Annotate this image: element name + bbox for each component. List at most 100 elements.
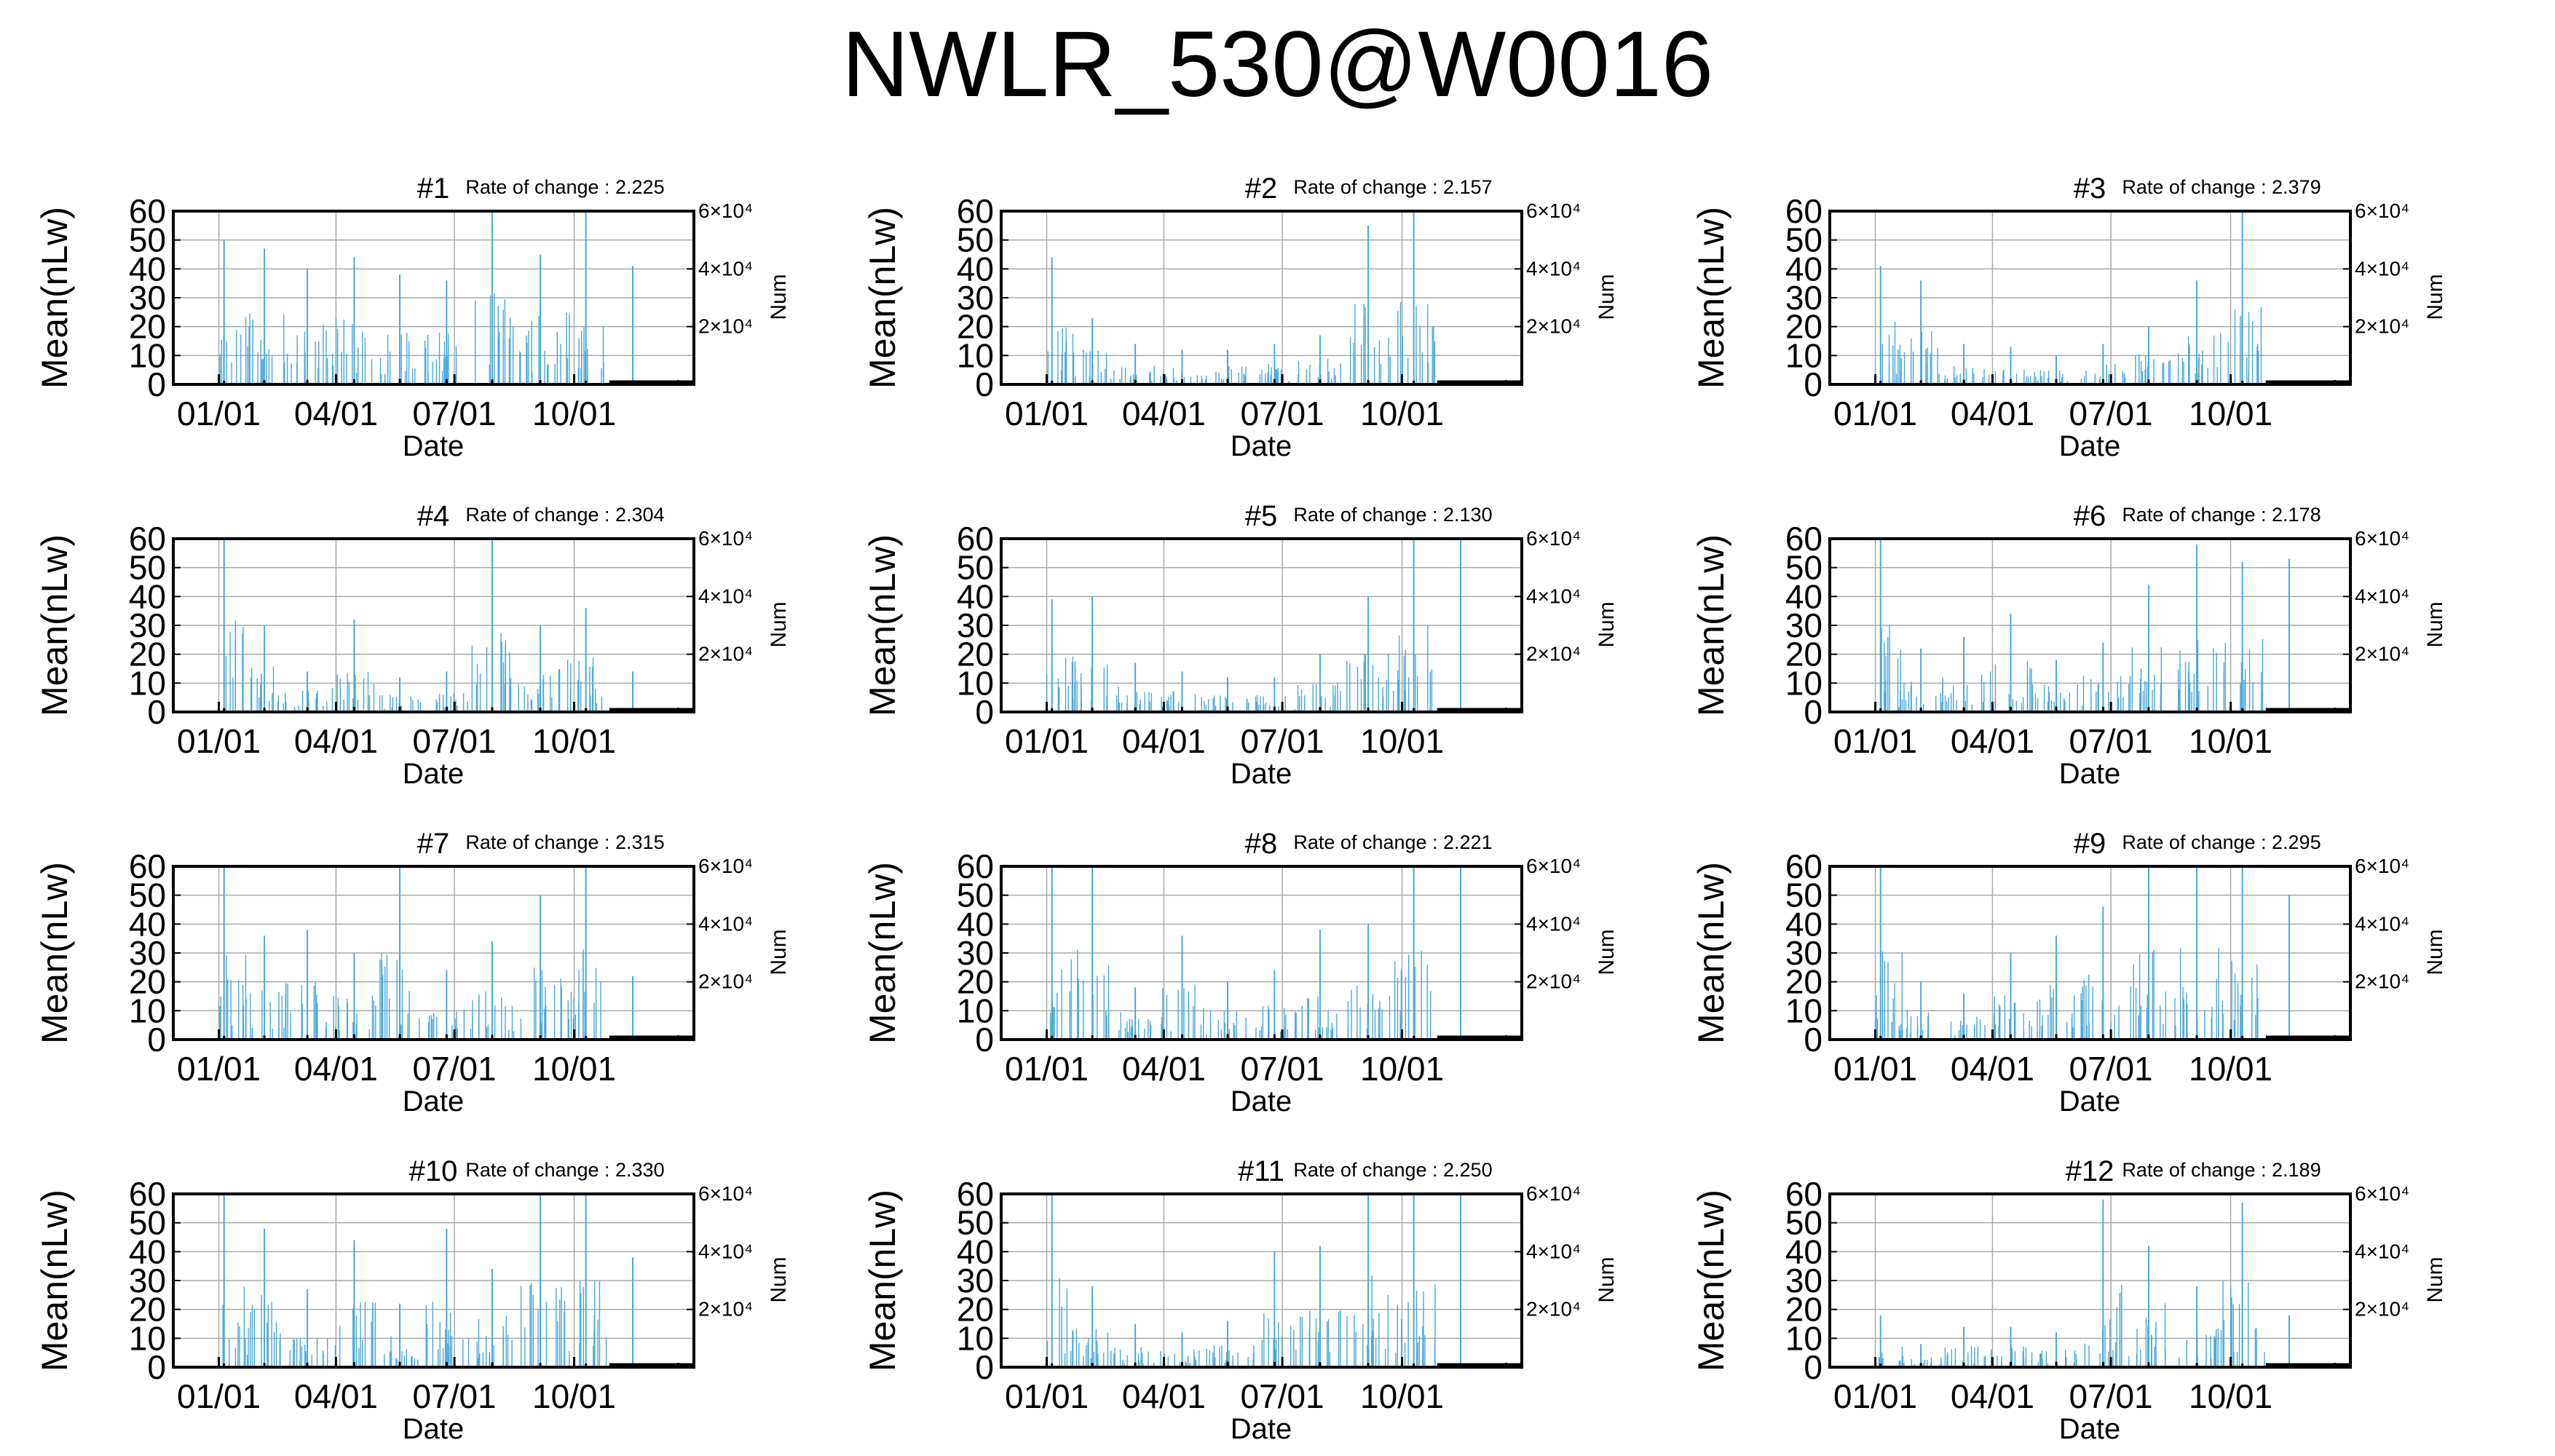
rate-of-change-label: Rate of change : 2.250 bbox=[1293, 1159, 1492, 1181]
x-tick-label: 01/01 bbox=[1833, 1050, 1917, 1088]
y-tick-label: 10 bbox=[957, 992, 994, 1029]
panel-title: #5 bbox=[1245, 500, 1278, 532]
x-axis-label: Date bbox=[403, 758, 465, 790]
y-tick-label: 30 bbox=[129, 934, 166, 972]
y-tick-label: 0 bbox=[975, 1021, 994, 1059]
x-tick-label: 01/01 bbox=[177, 395, 261, 432]
x-tick-label: 10/01 bbox=[532, 395, 616, 432]
y-tick-label: 40 bbox=[129, 577, 166, 615]
panel-title: #10 bbox=[409, 1155, 458, 1187]
x-tick-label: 07/01 bbox=[1241, 1050, 1324, 1088]
y2-tick-label: 6×10⁴ bbox=[1526, 199, 1581, 222]
x-tick-label: 07/01 bbox=[2069, 1377, 2153, 1415]
x-tick-label: 10/01 bbox=[532, 1377, 616, 1415]
x-tick-label: 10/01 bbox=[2189, 1050, 2272, 1088]
x-tick-label: 04/01 bbox=[1951, 1377, 2034, 1415]
y-tick-label: 20 bbox=[129, 308, 166, 346]
y-tick-label: 0 bbox=[975, 693, 994, 731]
y-tick-label: 30 bbox=[1785, 934, 1823, 972]
y2-tick-label: 4×10⁴ bbox=[2355, 585, 2409, 607]
x-tick-label: 01/01 bbox=[177, 722, 261, 760]
x-tick-label: 07/01 bbox=[413, 1050, 497, 1088]
y2-axis-label: Num bbox=[767, 274, 791, 320]
y2-tick-label: 4×10⁴ bbox=[1526, 585, 1581, 607]
y-tick-label: 20 bbox=[129, 636, 166, 673]
x-tick-label: 10/01 bbox=[1360, 1377, 1444, 1415]
y-tick-label: 30 bbox=[1785, 606, 1823, 644]
y-tick-label: 60 bbox=[1785, 847, 1823, 885]
y-tick-label: 20 bbox=[957, 636, 994, 673]
bar-series bbox=[223, 539, 633, 712]
y-tick-label: 50 bbox=[957, 1204, 994, 1242]
x-tick-label: 01/01 bbox=[177, 1050, 261, 1088]
y-axis-label: Mean(nLw) bbox=[1691, 207, 1731, 389]
y2-axis-label: Num bbox=[767, 929, 791, 975]
y2-tick-label: 6×10⁴ bbox=[698, 199, 753, 222]
panel-title: #11 bbox=[1238, 1155, 1284, 1187]
y2-tick-label: 4×10⁴ bbox=[1526, 257, 1581, 280]
y2-tick-label: 2×10⁴ bbox=[2355, 643, 2409, 665]
y-tick-label: 50 bbox=[129, 221, 166, 259]
y-tick-label: 50 bbox=[1785, 1204, 1823, 1242]
y-tick-label: 30 bbox=[957, 934, 994, 972]
y2-tick-label: 2×10⁴ bbox=[1526, 643, 1581, 665]
figure-title: NWLR_530@W0016 bbox=[841, 12, 1714, 116]
x-axis-label: Date bbox=[2059, 1085, 2121, 1117]
x-tick-label: 07/01 bbox=[413, 395, 497, 432]
y-tick-label: 10 bbox=[1785, 992, 1823, 1029]
x-tick-label: 01/01 bbox=[177, 1377, 261, 1415]
panel-title: #1 bbox=[417, 173, 450, 205]
x-tick-label: 04/01 bbox=[1951, 1050, 2034, 1088]
x-axis-label: Date bbox=[1231, 758, 1292, 790]
y-tick-label: 30 bbox=[129, 606, 166, 644]
x-tick-label: 07/01 bbox=[2069, 1050, 2153, 1088]
y-axis-label: Mean(nLw) bbox=[1691, 862, 1731, 1044]
x-axis-label: Date bbox=[1231, 430, 1292, 462]
y2-axis-label: Num bbox=[767, 1257, 791, 1302]
y-tick-label: 0 bbox=[1804, 1348, 1823, 1386]
y-axis-label: Mean(nLw) bbox=[1691, 534, 1731, 716]
y-tick-label: 40 bbox=[1785, 577, 1823, 615]
x-tick-label: 07/01 bbox=[2069, 722, 2153, 760]
y2-tick-label: 4×10⁴ bbox=[2355, 257, 2409, 280]
bar-series bbox=[222, 1194, 633, 1367]
y-tick-label: 10 bbox=[129, 1319, 166, 1357]
x-tick-label: 10/01 bbox=[532, 722, 616, 760]
bar-series bbox=[219, 211, 633, 384]
x-tick-label: 01/01 bbox=[1005, 1377, 1089, 1415]
y2-axis-label: Num bbox=[2423, 1257, 2447, 1302]
y-tick-label: 10 bbox=[129, 664, 166, 702]
x-tick-label: 10/01 bbox=[2189, 722, 2272, 760]
bar-series bbox=[1046, 539, 1461, 712]
y-axis-label: Mean(nLw) bbox=[862, 862, 903, 1044]
y-tick-label: 20 bbox=[957, 1291, 994, 1329]
x-axis-label: Date bbox=[1231, 1413, 1292, 1445]
y-axis-label: Mean(nLw) bbox=[34, 1190, 75, 1372]
y-tick-label: 40 bbox=[129, 1233, 166, 1270]
y-tick-label: 60 bbox=[129, 847, 166, 885]
panel-title: #9 bbox=[2074, 828, 2106, 860]
x-tick-label: 04/01 bbox=[1951, 722, 2034, 760]
y-tick-label: 50 bbox=[1785, 221, 1823, 259]
y2-tick-label: 6×10⁴ bbox=[1526, 527, 1581, 550]
y-tick-label: 60 bbox=[129, 520, 166, 558]
y-tick-label: 60 bbox=[957, 192, 994, 230]
y-tick-label: 20 bbox=[129, 1291, 166, 1329]
y2-tick-label: 6×10⁴ bbox=[2355, 527, 2409, 550]
y-tick-label: 60 bbox=[1785, 520, 1823, 558]
x-axis-label: Date bbox=[2059, 430, 2121, 462]
panel-title: #3 bbox=[2074, 173, 2106, 205]
bar-series bbox=[1874, 866, 2290, 1040]
y2-tick-label: 2×10⁴ bbox=[698, 970, 753, 993]
y-axis-label: Mean(nLw) bbox=[862, 534, 903, 716]
y-tick-label: 40 bbox=[129, 905, 166, 943]
rate-of-change-label: Rate of change : 2.189 bbox=[2122, 1159, 2321, 1181]
rate-of-change-label: Rate of change : 2.315 bbox=[465, 831, 664, 853]
rate-of-change-label: Rate of change : 2.130 bbox=[1293, 504, 1492, 526]
y-tick-label: 60 bbox=[129, 1175, 166, 1213]
